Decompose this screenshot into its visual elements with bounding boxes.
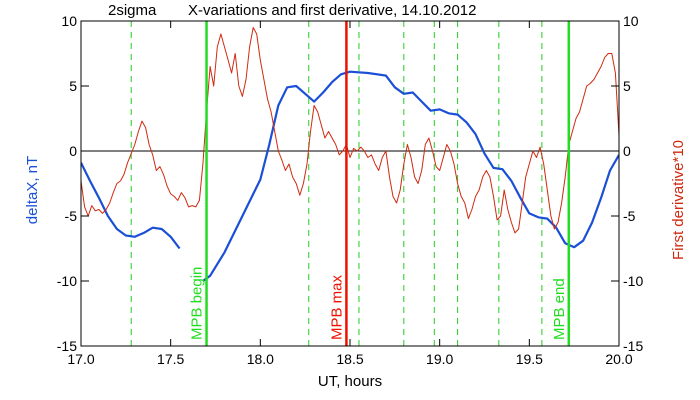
corner-label: 2sigma <box>108 2 157 19</box>
marker-label-1: MPB max <box>328 274 345 340</box>
deltaX-line-0 <box>81 162 181 250</box>
x-tick-label-6: 20.0 <box>605 351 632 367</box>
y-tick-label-right-3: -5 <box>623 208 636 224</box>
x-tick-label-1: 17.5 <box>157 351 184 367</box>
x-tick-label-0: 17.0 <box>67 351 94 367</box>
chart-title: X-variations and first derivative, 14.10… <box>188 2 477 19</box>
y-tick-label-right-2: 0 <box>623 143 631 159</box>
deltaX-line-1 <box>202 70 619 282</box>
y-axis-label-right: First derivative*10 <box>670 140 687 260</box>
y-axis-label-left: deltaX, nT <box>24 156 41 224</box>
y-tick-label-left-3: -5 <box>65 208 78 224</box>
y-tick-label-left-0: 10 <box>61 13 77 29</box>
marker-label-0: MPB begin <box>189 267 206 340</box>
x-axis-label: UT, hours <box>318 373 382 390</box>
x-tick-label-3: 18.5 <box>336 351 363 367</box>
marker-label-2: MPB end <box>551 278 568 340</box>
plot-frame <box>80 20 620 347</box>
y-tick-label-left-4: -10 <box>57 273 77 289</box>
y-tick-label-right-5: -15 <box>623 338 643 354</box>
series-group <box>81 27 619 282</box>
y-tick-label-left-1: 5 <box>69 78 77 94</box>
y-tick-label-left-5: -15 <box>57 338 77 354</box>
y-tick-label-right-0: 10 <box>623 13 639 29</box>
y-tick-label-right-1: 5 <box>623 78 631 94</box>
derivative-line-0 <box>81 27 619 234</box>
x-tick-label-5: 19.5 <box>516 351 543 367</box>
markers-group: MPB begin MPB max MPB end <box>189 21 571 346</box>
x-tick-label-4: 19.0 <box>426 351 453 367</box>
ticks-group: 17.0 17.5 18.0 18.5 19.0 19.5 20.0 10 5 0 -5 -10 -15… <box>57 13 644 367</box>
y-tick-label-left-2: 0 <box>69 143 77 159</box>
x-tick-label-2: 18.0 <box>247 351 274 367</box>
y-tick-label-right-4: -10 <box>623 273 643 289</box>
